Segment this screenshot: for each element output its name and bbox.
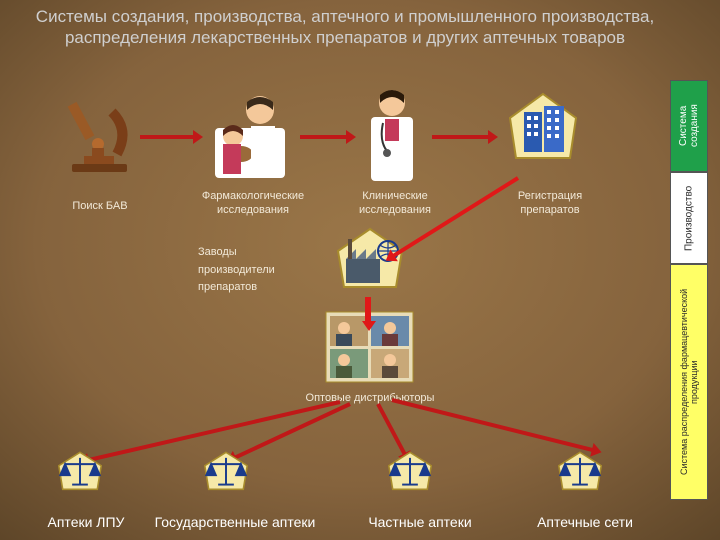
side-tab-distribution: Система распределения фармацевтической п… [670,264,708,500]
factory-icon [328,225,413,297]
building-icon [498,88,588,178]
scale-icon-1 [52,450,108,494]
doctor-icon [355,85,430,185]
page-title: Системы создания, производства, аптечног… [30,6,660,49]
label-chain: Аптечные сети [520,514,650,532]
arrow-2-3 [300,135,348,139]
scale-icon-3 [382,450,438,494]
side-tabs: Система создания Производство Система ра… [670,80,708,500]
side-tab-production: Производство [670,172,708,264]
label-distributors: Оптовые дистрибьюторы [290,392,450,406]
side-tab-creation: Система создания [670,80,708,172]
label-private: Частные аптеки [350,514,490,532]
vet-icon [205,88,295,183]
scale-icon-4 [552,450,608,494]
arrow-1-2 [140,135,195,139]
label-factory-l2: производители [198,262,308,280]
microscope-icon [62,92,142,177]
label-factory-l3: препаратов [198,279,308,297]
arrow-factory-dist [365,297,371,323]
label-search: Поиск БАВ [60,200,140,214]
label-clin: Клинические исследования [340,190,450,218]
arrow-3-4 [432,135,490,139]
label-lpu: Аптеки ЛПУ [36,514,136,532]
label-reg: Регистрация препаратов [500,190,600,218]
label-factory-l1: Заводы [198,244,308,262]
scale-icon-2 [198,450,254,494]
label-pharm: Фармакологические исследования [188,190,318,218]
label-factory: Заводы производители препаратов [198,244,308,297]
label-state: Государственные аптеки [140,514,330,532]
